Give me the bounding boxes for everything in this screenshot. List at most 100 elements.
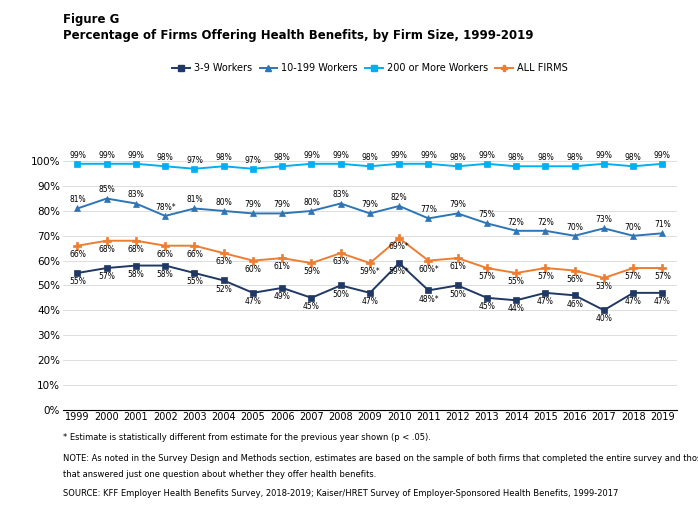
200 or More Workers xyxy=(424,161,433,167)
Text: 99%: 99% xyxy=(128,151,144,160)
Text: 99%: 99% xyxy=(69,151,86,160)
Text: 85%: 85% xyxy=(98,185,115,194)
Text: 48%*: 48%* xyxy=(418,295,439,303)
Legend: 3-9 Workers, 10-199 Workers, 200 or More Workers, ALL FIRMS: 3-9 Workers, 10-199 Workers, 200 or More… xyxy=(168,59,572,77)
ALL FIRMS xyxy=(395,235,403,242)
Text: 72%: 72% xyxy=(508,218,525,227)
200 or More Workers xyxy=(248,165,257,172)
3-9 Workers xyxy=(600,307,608,313)
200 or More Workers xyxy=(73,161,82,167)
Text: 55%: 55% xyxy=(69,277,86,286)
Text: 79%: 79% xyxy=(274,200,290,209)
Text: 63%: 63% xyxy=(215,257,232,266)
3-9 Workers xyxy=(541,290,549,296)
3-9 Workers xyxy=(395,260,403,266)
Text: 58%: 58% xyxy=(128,270,144,279)
ALL FIRMS xyxy=(219,250,228,256)
200 or More Workers xyxy=(454,163,462,170)
200 or More Workers xyxy=(483,161,491,167)
Text: 68%: 68% xyxy=(128,245,144,254)
10-199 Workers xyxy=(161,213,170,219)
Text: 59%*: 59%* xyxy=(359,267,380,276)
Text: 97%: 97% xyxy=(186,155,203,165)
10-199 Workers xyxy=(570,233,579,239)
Text: 52%: 52% xyxy=(215,285,232,293)
3-9 Workers xyxy=(103,265,111,271)
Text: 49%: 49% xyxy=(274,292,290,301)
Text: 47%: 47% xyxy=(654,297,671,306)
Text: 55%: 55% xyxy=(507,277,525,286)
Text: 45%: 45% xyxy=(303,302,320,311)
Text: 79%: 79% xyxy=(244,200,261,209)
10-199 Workers xyxy=(395,203,403,209)
Text: 69%*: 69%* xyxy=(389,243,410,251)
Text: 45%: 45% xyxy=(479,302,496,311)
ALL FIRMS xyxy=(103,238,111,244)
10-199 Workers xyxy=(219,208,228,214)
10-199 Workers xyxy=(307,208,315,214)
Text: 58%: 58% xyxy=(157,270,174,279)
Text: * Estimate is statistically different from estimate for the previous year shown : * Estimate is statistically different fr… xyxy=(63,433,431,442)
Text: 46%: 46% xyxy=(566,299,583,309)
200 or More Workers xyxy=(629,163,637,170)
Text: 99%: 99% xyxy=(332,151,349,160)
ALL FIRMS xyxy=(307,260,315,266)
Text: 55%: 55% xyxy=(186,277,203,286)
3-9 Workers xyxy=(219,277,228,284)
10-199 Workers xyxy=(336,201,345,207)
Text: 99%: 99% xyxy=(654,151,671,160)
Text: 98%: 98% xyxy=(566,153,583,162)
Text: 50%: 50% xyxy=(332,290,349,299)
ALL FIRMS xyxy=(629,265,637,271)
Text: 98%: 98% xyxy=(274,153,290,162)
3-9 Workers xyxy=(73,270,82,276)
Text: Percentage of Firms Offering Health Benefits, by Firm Size, 1999-2019: Percentage of Firms Offering Health Bene… xyxy=(63,29,533,42)
Text: 79%: 79% xyxy=(450,200,466,209)
Text: 57%: 57% xyxy=(537,272,554,281)
10-199 Workers xyxy=(191,205,199,212)
Text: 81%: 81% xyxy=(186,195,202,204)
200 or More Workers xyxy=(570,163,579,170)
Text: that answered just one question about whether they offer health benefits.: that answered just one question about wh… xyxy=(63,470,376,479)
200 or More Workers xyxy=(191,165,199,172)
Text: 57%: 57% xyxy=(625,272,641,281)
10-199 Workers xyxy=(248,211,257,217)
ALL FIRMS xyxy=(512,270,521,276)
ALL FIRMS xyxy=(248,257,257,264)
Text: 47%: 47% xyxy=(362,297,378,306)
Text: Figure G: Figure G xyxy=(63,13,119,26)
10-199 Workers xyxy=(366,211,374,217)
Text: 40%: 40% xyxy=(595,314,612,323)
200 or More Workers xyxy=(600,161,608,167)
3-9 Workers xyxy=(191,270,199,276)
200 or More Workers xyxy=(132,161,140,167)
10-199 Workers xyxy=(600,225,608,232)
Text: 98%: 98% xyxy=(537,153,554,162)
Text: NOTE: As noted in the Survey Design and Methods section, estimates are based on : NOTE: As noted in the Survey Design and … xyxy=(63,454,698,463)
3-9 Workers xyxy=(307,295,315,301)
200 or More Workers xyxy=(658,161,667,167)
Text: SOURCE: KFF Employer Health Benefits Survey, 2018-2019; Kaiser/HRET Survey of Em: SOURCE: KFF Employer Health Benefits Sur… xyxy=(63,489,618,498)
Text: 44%: 44% xyxy=(507,304,525,313)
10-199 Workers xyxy=(454,211,462,217)
Text: 61%: 61% xyxy=(274,262,290,271)
10-199 Workers xyxy=(278,211,286,217)
200 or More Workers xyxy=(219,163,228,170)
Text: 79%: 79% xyxy=(362,200,378,209)
Text: 99%: 99% xyxy=(98,151,115,160)
ALL FIRMS xyxy=(454,255,462,261)
Text: 70%: 70% xyxy=(566,223,583,232)
ALL FIRMS xyxy=(191,243,199,249)
10-199 Workers xyxy=(103,195,111,202)
Text: 63%: 63% xyxy=(332,257,349,266)
Text: 98%: 98% xyxy=(362,153,378,162)
Text: 98%: 98% xyxy=(508,153,525,162)
3-9 Workers xyxy=(366,290,374,296)
10-199 Workers xyxy=(658,230,667,236)
Text: 70%: 70% xyxy=(625,223,641,232)
Text: 82%: 82% xyxy=(391,193,408,202)
3-9 Workers xyxy=(512,297,521,303)
ALL FIRMS xyxy=(658,265,667,271)
Text: 99%: 99% xyxy=(595,151,612,160)
200 or More Workers xyxy=(161,163,170,170)
